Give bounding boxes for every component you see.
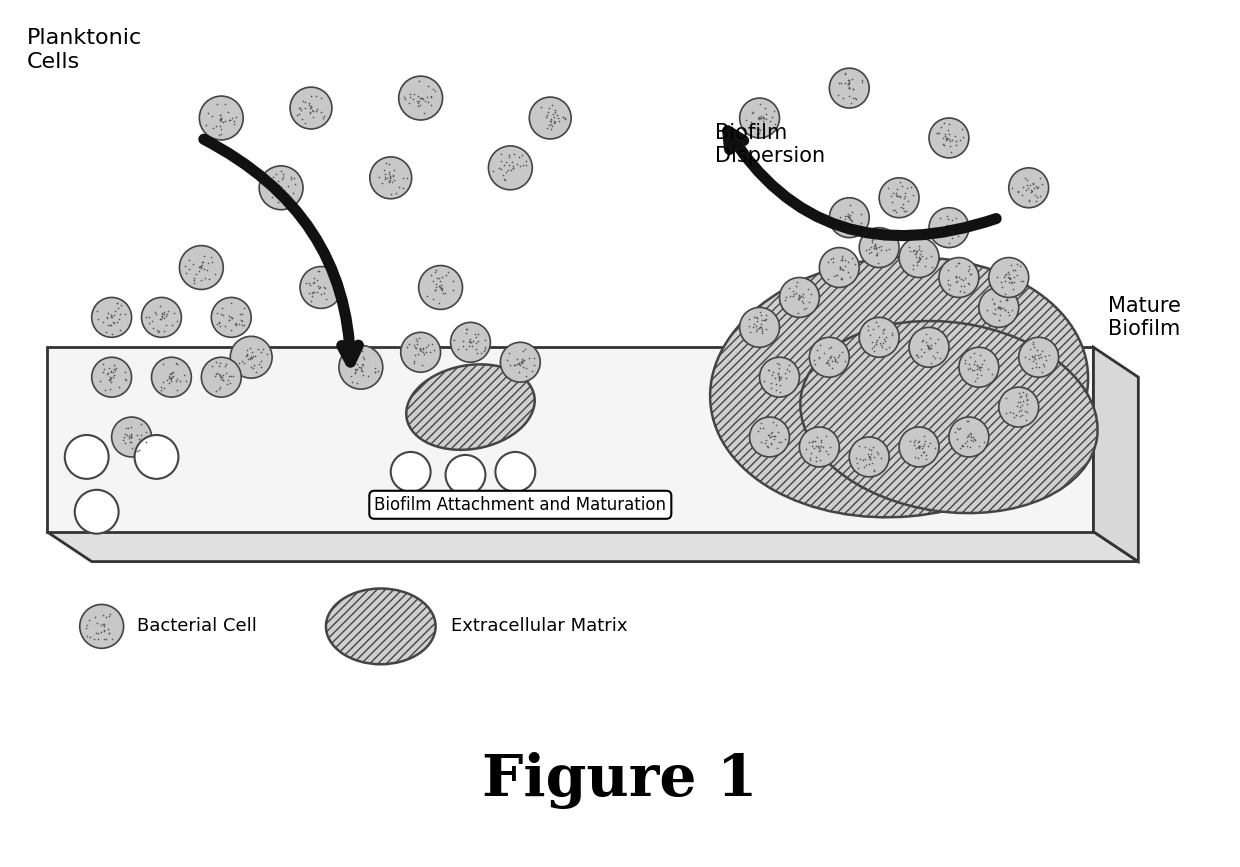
Circle shape [112,417,151,457]
Circle shape [929,118,968,158]
Circle shape [760,357,800,397]
Circle shape [810,337,849,377]
Circle shape [899,238,939,277]
Circle shape [79,604,124,649]
Circle shape [399,76,443,120]
Polygon shape [47,531,1138,562]
Circle shape [1019,337,1059,377]
Circle shape [259,166,303,210]
Circle shape [391,452,430,492]
Circle shape [92,357,131,397]
Text: Figure 1: Figure 1 [482,753,758,810]
Text: Extracellular Matrix: Extracellular Matrix [450,617,627,636]
Circle shape [419,265,463,310]
Circle shape [849,437,889,477]
Circle shape [978,288,1019,328]
Circle shape [909,328,949,368]
Circle shape [899,427,939,467]
Text: Mature
Biofilm: Mature Biofilm [1109,296,1182,339]
Circle shape [750,417,790,457]
Text: Biofilm Attachment and Maturation: Biofilm Attachment and Maturation [374,496,666,514]
Circle shape [959,348,998,388]
Circle shape [135,435,179,479]
Circle shape [74,490,119,534]
Circle shape [92,297,131,337]
Circle shape [200,96,243,140]
Ellipse shape [407,364,534,450]
Polygon shape [1094,348,1138,562]
Circle shape [489,146,532,190]
Polygon shape [47,348,1094,531]
Circle shape [800,427,839,467]
Circle shape [231,336,272,378]
Ellipse shape [326,589,435,664]
Circle shape [859,228,899,268]
Circle shape [820,248,859,288]
Ellipse shape [800,321,1097,513]
Circle shape [739,308,780,348]
Circle shape [141,297,181,337]
Circle shape [949,417,988,457]
Circle shape [998,388,1039,427]
Circle shape [739,98,780,138]
Circle shape [780,277,820,317]
Circle shape [450,323,490,362]
Circle shape [830,68,869,108]
Circle shape [496,452,536,492]
Circle shape [370,157,412,199]
Circle shape [401,332,440,372]
Circle shape [879,178,919,218]
Circle shape [339,345,383,389]
Ellipse shape [711,257,1089,518]
Text: Bacterial Cell: Bacterial Cell [136,617,257,636]
Circle shape [929,208,968,248]
Text: Planktonic
Cells: Planktonic Cells [27,29,143,71]
Circle shape [64,435,109,479]
Circle shape [501,342,541,382]
Text: Biofilm
Dispersion: Biofilm Dispersion [714,123,825,166]
Circle shape [859,317,899,357]
Circle shape [201,357,242,397]
Circle shape [529,97,572,139]
Circle shape [290,87,332,129]
Circle shape [830,198,869,238]
Circle shape [211,297,252,337]
Circle shape [180,245,223,290]
Circle shape [988,257,1029,297]
Circle shape [151,357,191,397]
Circle shape [1009,168,1049,208]
Circle shape [939,257,978,297]
Circle shape [300,266,342,309]
Circle shape [445,455,485,495]
